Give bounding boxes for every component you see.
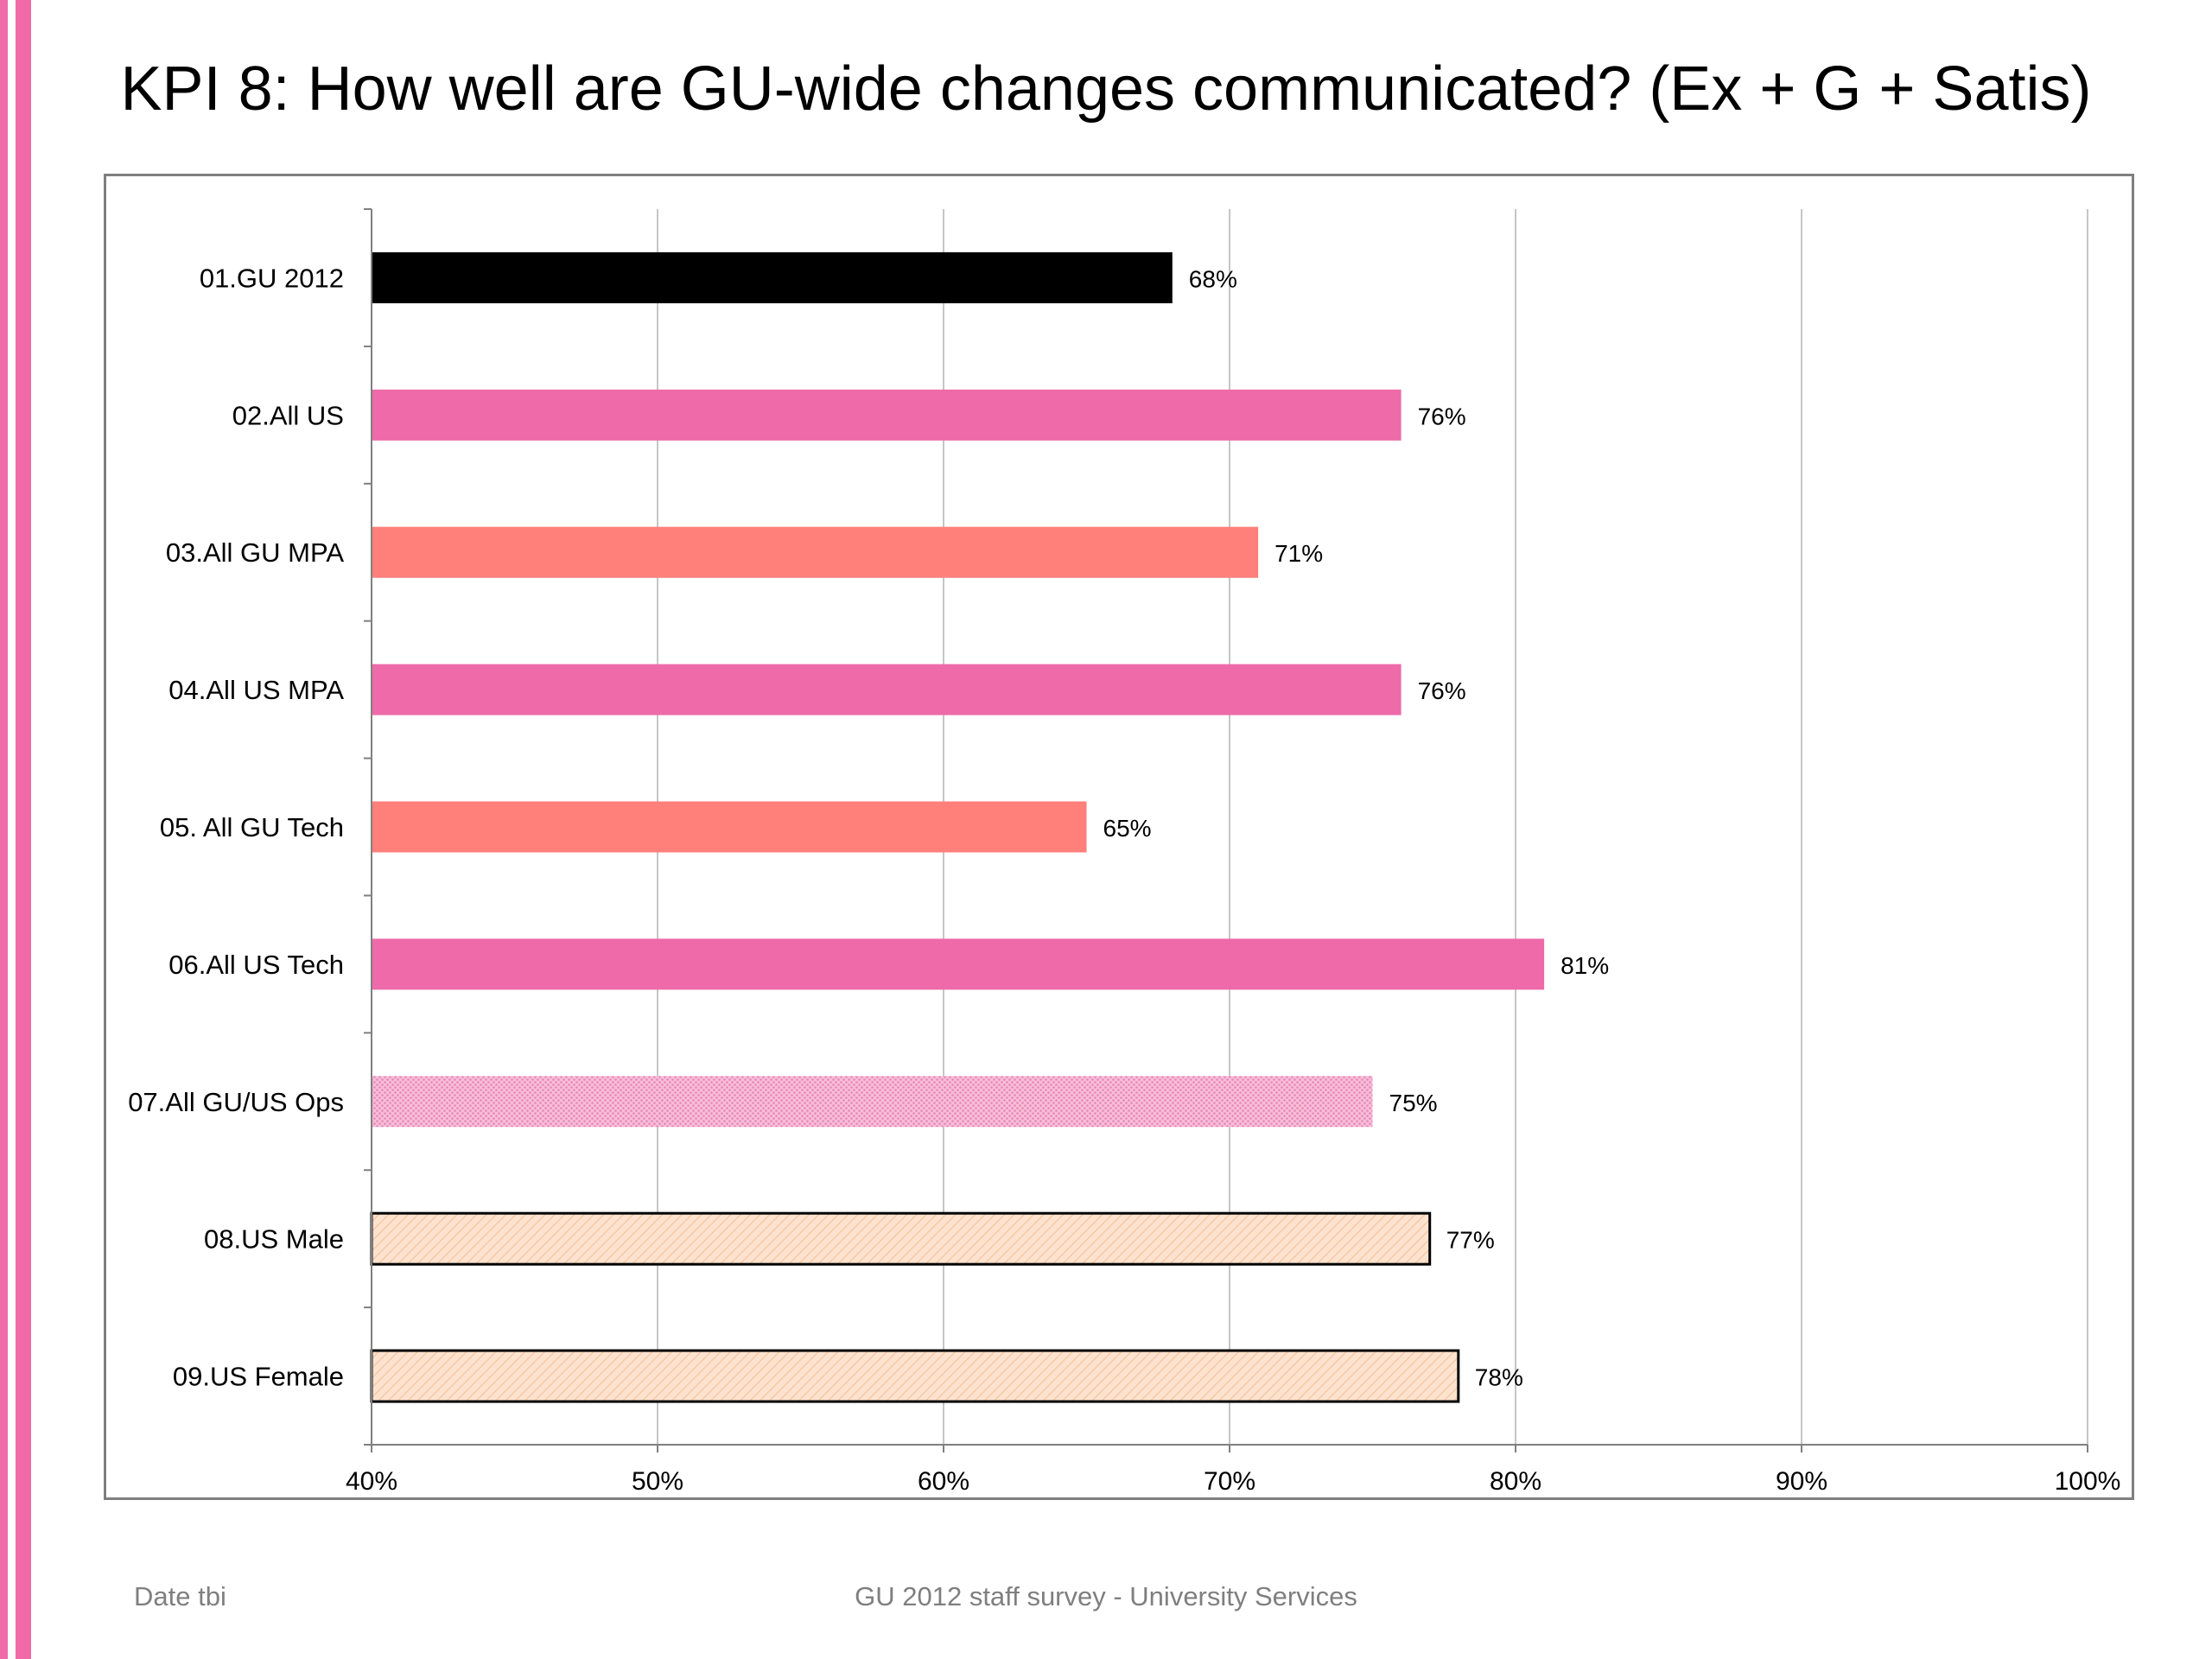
category-label: 06.All US Tech xyxy=(168,950,344,980)
data-label: 71% xyxy=(1274,540,1323,567)
data-label: 77% xyxy=(1446,1227,1495,1254)
axis-layer: 40% 50% 60% 70% 80% 90% 100% xyxy=(346,208,2121,1496)
footer-source: GU 2012 staff survey - University Servic… xyxy=(855,1581,1357,1611)
x-tick-label: 50% xyxy=(632,1467,683,1496)
bar-chart: 01.GU 2012 68% 02.All US 76% 03.All GU MPA 71… xyxy=(128,208,2121,1496)
x-tick-label: 70% xyxy=(1204,1467,1255,1496)
x-tick-label: 90% xyxy=(1776,1467,1827,1496)
category-label: 07.All GU/US Ops xyxy=(128,1087,344,1117)
data-label: 65% xyxy=(1103,815,1152,842)
category-label: 01.GU 2012 xyxy=(200,263,344,293)
accent-stripe-inner xyxy=(16,0,31,1659)
bar-4 xyxy=(372,664,1402,715)
data-label: 68% xyxy=(1189,265,1237,292)
category-label: 02.All US xyxy=(232,400,344,430)
category-label: 09.US Female xyxy=(173,1362,344,1392)
x-tick-label: 80% xyxy=(1490,1467,1541,1496)
bar-9 xyxy=(370,1349,1460,1403)
bar-8 xyxy=(370,1211,1432,1266)
category-label: 03.All GU MPA xyxy=(166,537,344,568)
bar-6 xyxy=(372,938,1545,990)
x-tick-label: 40% xyxy=(346,1467,397,1496)
bars-layer xyxy=(370,251,1545,1403)
bar-1 xyxy=(372,251,1173,303)
data-label: 75% xyxy=(1389,1090,1438,1116)
x-tick-label: 100% xyxy=(2055,1467,2121,1496)
bar-2 xyxy=(372,389,1402,441)
category-label: 08.US Male xyxy=(204,1224,344,1255)
footer-date: Date tbi xyxy=(134,1581,226,1611)
data-label: 81% xyxy=(1560,952,1609,979)
x-tick-label: 60% xyxy=(918,1467,969,1496)
category-label: 05. All GU Tech xyxy=(160,812,344,842)
data-label: 76% xyxy=(1418,677,1466,704)
data-label: 78% xyxy=(1475,1364,1523,1391)
category-label: 04.All US MPA xyxy=(168,675,344,705)
bar-5 xyxy=(372,801,1087,853)
bar-7 xyxy=(372,1076,1373,1128)
labels-layer: 01.GU 2012 68% 02.All US 76% 03.All GU MPA 71… xyxy=(128,263,1609,1391)
chart-frame: 01.GU 2012 68% 02.All US 76% 03.All GU MPA 71… xyxy=(104,174,2134,1500)
accent-stripe-outer xyxy=(0,0,8,1659)
data-label: 76% xyxy=(1418,403,1466,429)
bar-3 xyxy=(372,526,1259,578)
slide-title: KPI 8: How well are GU-wide changes comm… xyxy=(120,54,2092,124)
